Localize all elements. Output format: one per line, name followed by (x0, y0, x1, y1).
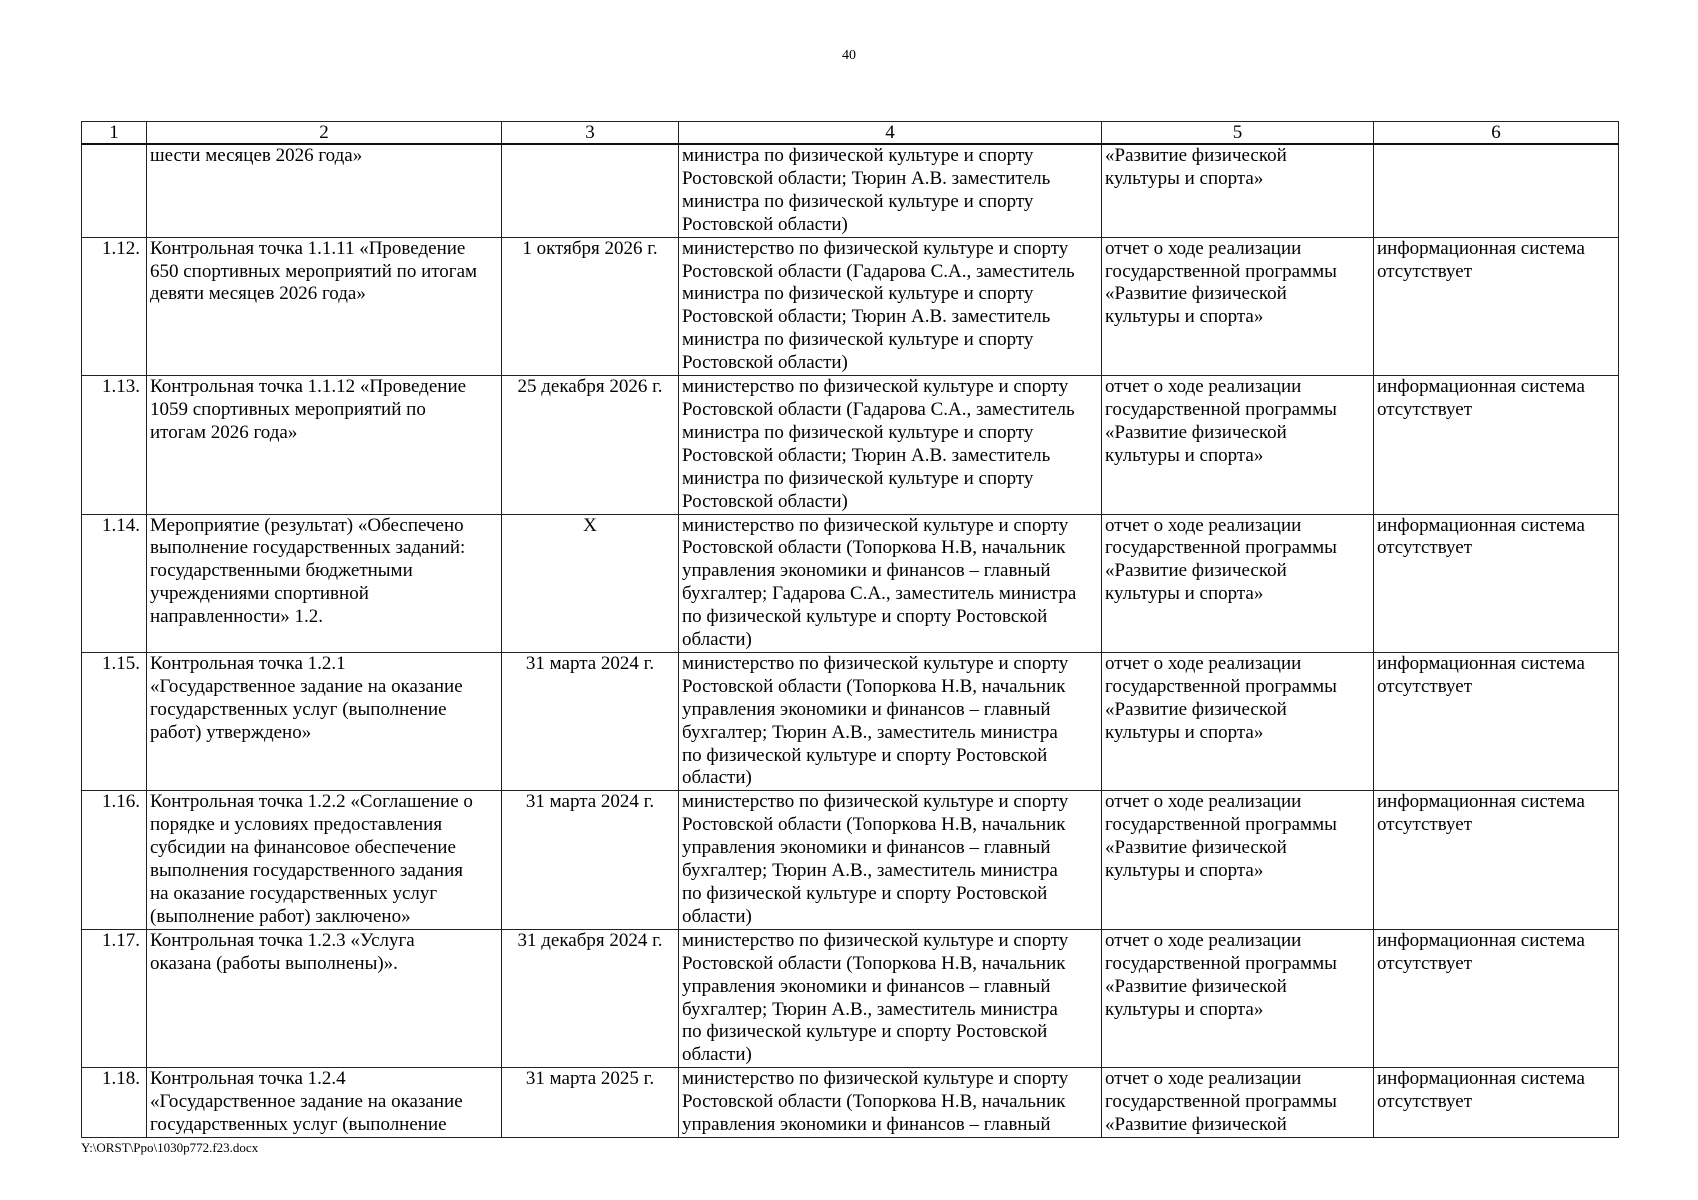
cell-document: отчет о ходе реализации государственной … (1101, 1067, 1374, 1138)
footer-file-path: Y:\ORST\Ppo\1030p772.f23.docx (81, 1140, 259, 1155)
cell-document: «Развитие физической культуры и спорта» (1101, 143, 1374, 238)
cell-name: Контрольная точка 1.1.12 «Проведение 105… (146, 375, 502, 515)
cell-num: 1.18. (81, 1067, 147, 1138)
cell-name: Контрольная точка 1.1.11 «Проведение 650… (146, 236, 502, 377)
cell-system: информационная система отсутствует (1373, 236, 1619, 377)
cell-name: Контрольная точка 1.2.4 «Государственное… (146, 1067, 502, 1138)
cell-date: 1 октября 2026 г. (501, 236, 679, 377)
cell-document: отчет о ходе реализации государственной … (1101, 513, 1374, 653)
control-points-table: 1 2 3 4 5 6 шести месяцев 2026 года» мини… (81, 121, 1619, 1138)
cell-name: Контрольная точка 1.2.1 «Государственное… (146, 651, 502, 792)
table-row: 1.14. Мероприятие (результат) «Обеспечено… (81, 513, 1619, 653)
cell-system: информационная система отсутствует (1373, 928, 1619, 1069)
cell-responsible: министерство по физической культуре и сп… (678, 375, 1102, 515)
table-row: 1.17. Контрольная точка 1.2.3 «Услуга ока… (81, 928, 1619, 1069)
column-header: 5 (1101, 121, 1374, 145)
cell-num (81, 143, 147, 238)
cell-responsible: министра по физической культуре и спорту… (678, 143, 1102, 238)
cell-num: 1.12. (81, 236, 147, 377)
table-row: 1.13. Контрольная точка 1.1.12 «Проведени… (81, 375, 1619, 515)
cell-num: 1.13. (81, 375, 147, 515)
table-row: шести месяцев 2026 года» министра по физи… (81, 143, 1619, 238)
table-header-row: 1 2 3 4 5 6 (81, 121, 1619, 145)
table-row: 1.18. Контрольная точка 1.2.4 «Государств… (81, 1067, 1619, 1138)
column-header: 2 (146, 121, 502, 145)
cell-system: информационная система отсутствует (1373, 1067, 1619, 1138)
cell-name: Мероприятие (результат) «Обеспечено выпо… (146, 513, 502, 653)
cell-name: Контрольная точка 1.2.2 «Соглашение о по… (146, 790, 502, 930)
cell-document: отчет о ходе реализации государственной … (1101, 928, 1374, 1069)
cell-responsible: министерство по физической культуре и сп… (678, 513, 1102, 653)
cell-system: информационная система отсутствует (1373, 651, 1619, 792)
cell-document: отчет о ходе реализации государственной … (1101, 790, 1374, 930)
cell-name: шести месяцев 2026 года» (146, 143, 502, 238)
cell-date: 31 марта 2024 г. (501, 790, 679, 930)
cell-num: 1.16. (81, 790, 147, 930)
table-row: 1.15. Контрольная точка 1.2.1 «Государств… (81, 651, 1619, 792)
cell-responsible: министерство по физической культуре и сп… (678, 236, 1102, 377)
cell-document: отчет о ходе реализации государственной … (1101, 651, 1374, 792)
table-row: 1.12. Контрольная точка 1.1.11 «Проведени… (81, 236, 1619, 377)
cell-system: информационная система отсутствует (1373, 513, 1619, 653)
column-header: 6 (1373, 121, 1619, 145)
page-number: 40 (842, 48, 856, 63)
column-header: 1 (81, 121, 147, 145)
cell-system (1373, 143, 1619, 238)
cell-num: 1.14. (81, 513, 147, 653)
cell-system: информационная система отсутствует (1373, 375, 1619, 515)
cell-responsible: министерство по физической культуре и сп… (678, 790, 1102, 930)
cell-date: 31 марта 2024 г. (501, 651, 679, 792)
column-header: 3 (501, 121, 679, 145)
cell-date (501, 143, 679, 238)
cell-num: 1.15. (81, 651, 147, 792)
cell-date: 31 марта 2025 г. (501, 1067, 679, 1138)
cell-system: информационная система отсутствует (1373, 790, 1619, 930)
cell-name: Контрольная точка 1.2.3 «Услуга оказана … (146, 928, 502, 1069)
cell-document: отчет о ходе реализации государственной … (1101, 375, 1374, 515)
table-row: 1.16. Контрольная точка 1.2.2 «Соглашение… (81, 790, 1619, 930)
cell-date: 31 декабря 2024 г. (501, 928, 679, 1069)
cell-responsible: министерство по физической культуре и сп… (678, 651, 1102, 792)
column-header: 4 (678, 121, 1102, 145)
cell-date: X (501, 513, 679, 653)
cell-num: 1.17. (81, 928, 147, 1069)
cell-responsible: министерство по физической культуре и сп… (678, 928, 1102, 1069)
cell-responsible: министерство по физической культуре и сп… (678, 1067, 1102, 1138)
cell-date: 25 декабря 2026 г. (501, 375, 679, 515)
cell-document: отчет о ходе реализации государственной … (1101, 236, 1374, 377)
